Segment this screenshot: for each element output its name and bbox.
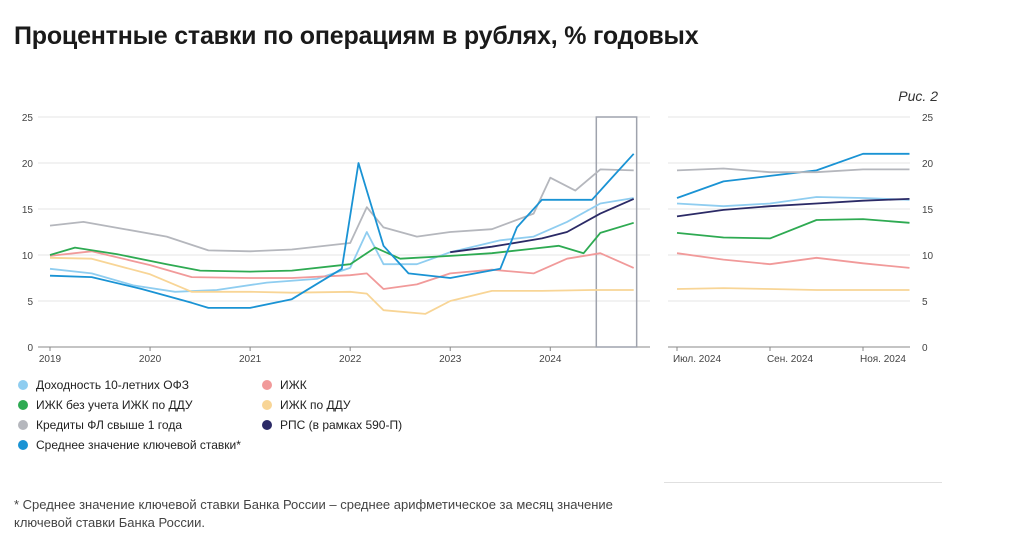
zoom-x-tick-label: Ноя. 2024 — [860, 354, 906, 365]
zoom-series-ижк-по-дду — [676, 287, 910, 291]
zoom-series-кредиты-фл-свыше-1-года — [676, 167, 910, 174]
main-x-tick-label: 2024 — [539, 354, 562, 365]
highlight-period-box — [595, 116, 638, 348]
zoom-y-tick-label: 10 — [922, 251, 934, 262]
zoom-panel-divider — [664, 482, 942, 483]
legend-item-ofz: Доходность 10-летних ОФЗ — [18, 378, 189, 392]
legend-item-izhk: ИЖК — [262, 378, 307, 392]
footnote: * Среднее значение ключевой ставки Банка… — [14, 497, 613, 530]
main-x-tick-label: 2023 — [439, 354, 462, 365]
main-y-tick-label: 20 — [22, 159, 34, 170]
main-series-среднее-значение-ключевой-ставки — [49, 153, 635, 309]
legend-key-rate-icon — [18, 440, 28, 450]
legend-item-credits: Кредиты ФЛ свыше 1 года — [18, 418, 182, 432]
zoom-y-tick-label: 0 — [922, 343, 928, 354]
main-series-ижк-по-дду — [49, 256, 634, 315]
figure-label: Рис. 2 — [898, 88, 938, 104]
main-series-кредиты-фл-свыше-1-года — [49, 168, 634, 253]
legend-izhk-no-ddu-icon — [18, 400, 28, 410]
zoom-series-ижк-без-учета-ижк-по-дду — [676, 218, 910, 240]
legend-izhk-icon — [262, 380, 272, 390]
main-x-tick-label: 2021 — [239, 354, 262, 365]
legend-rps-icon — [262, 420, 272, 430]
zoom-series-рпс-в-рамках-590-п — [676, 198, 910, 218]
legend-credits-icon — [18, 420, 28, 430]
legend-izhk-ddu-icon — [262, 400, 272, 410]
zoom-series-среднее-значение-ключевой-ставки — [676, 152, 910, 199]
main-x-tick-label: 2020 — [139, 354, 162, 365]
main-x-tick-label: 2019 — [39, 354, 62, 365]
legend-item-izhk-no-ddu: ИЖК без учета ИЖК по ДДУ — [18, 398, 192, 412]
main-series-рпс-в-рамках-590-п — [450, 198, 635, 254]
zoom-y-tick-label: 20 — [922, 159, 934, 170]
main-y-tick-label: 15 — [22, 205, 34, 216]
legend-item-izhk-ddu: ИЖК по ДДУ — [262, 398, 351, 412]
legend-item-rps: РПС (в рамках 590-П) — [262, 418, 402, 432]
main-series-ижк-без-учета-ижк-по-дду — [49, 221, 634, 273]
legend-item-key-rate: Среднее значение ключевой ставки* — [18, 438, 241, 452]
zoom-y-tick-label: 15 — [922, 205, 934, 216]
main-x-tick-label: 2022 — [339, 354, 362, 365]
main-y-tick-label: 5 — [27, 297, 33, 308]
main-series-доходность-10-летних-офз — [49, 197, 634, 293]
zoom-x-tick-label: Сен. 2024 — [767, 354, 814, 365]
zoom-series-ижк — [676, 252, 910, 269]
main-series-ижк — [49, 250, 635, 290]
zoom-series-доходность-10-летних-офз — [676, 196, 910, 208]
main-y-tick-label: 10 — [22, 251, 34, 262]
zoom-y-tick-label: 5 — [922, 297, 928, 308]
zoom-x-tick-label: Июл. 2024 — [673, 354, 722, 365]
chart-title: Процентные ставки по операциям в рублях,… — [14, 22, 699, 50]
legend-ofz-icon — [18, 380, 28, 390]
main-y-tick-label: 0 — [27, 343, 33, 354]
zoom-y-tick-label: 25 — [922, 113, 934, 124]
main-y-tick-label: 25 — [22, 113, 34, 124]
